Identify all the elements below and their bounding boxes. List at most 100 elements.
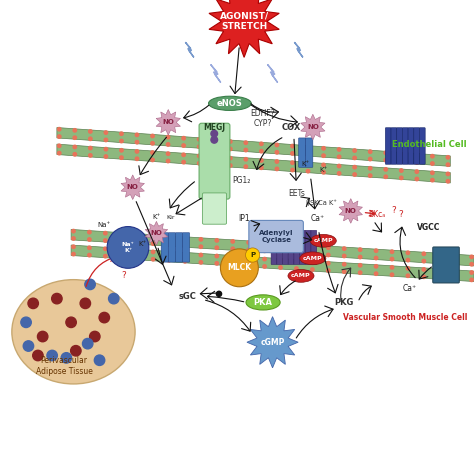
- Circle shape: [231, 240, 235, 243]
- Circle shape: [384, 151, 387, 155]
- Circle shape: [211, 137, 218, 143]
- Circle shape: [406, 274, 410, 277]
- Circle shape: [167, 251, 171, 255]
- Circle shape: [89, 130, 92, 133]
- FancyBboxPatch shape: [311, 230, 317, 264]
- Circle shape: [220, 249, 258, 287]
- Circle shape: [119, 232, 123, 236]
- FancyBboxPatch shape: [397, 128, 402, 164]
- Circle shape: [454, 262, 457, 265]
- Circle shape: [88, 230, 91, 234]
- Circle shape: [104, 147, 108, 151]
- FancyBboxPatch shape: [299, 138, 306, 167]
- Circle shape: [279, 266, 282, 269]
- Circle shape: [231, 263, 235, 266]
- Circle shape: [72, 237, 75, 240]
- Circle shape: [183, 252, 187, 255]
- Circle shape: [23, 341, 34, 351]
- Circle shape: [400, 160, 403, 163]
- Polygon shape: [57, 144, 450, 183]
- Circle shape: [438, 276, 441, 280]
- Circle shape: [247, 256, 250, 260]
- Circle shape: [446, 180, 450, 183]
- Polygon shape: [71, 229, 474, 266]
- Circle shape: [82, 338, 93, 349]
- Circle shape: [337, 164, 341, 168]
- Text: I/SKCa K⁺: I/SKCa K⁺: [306, 200, 337, 206]
- Circle shape: [104, 231, 107, 235]
- Text: Na⁺
K⁺: Na⁺ K⁺: [122, 242, 134, 253]
- Circle shape: [88, 246, 91, 249]
- Text: K⁺: K⁺: [138, 241, 146, 247]
- Polygon shape: [339, 199, 363, 223]
- Circle shape: [310, 261, 314, 264]
- FancyBboxPatch shape: [306, 138, 313, 167]
- Polygon shape: [71, 245, 474, 282]
- FancyBboxPatch shape: [271, 230, 277, 264]
- Circle shape: [135, 133, 139, 137]
- Circle shape: [228, 164, 232, 167]
- FancyBboxPatch shape: [277, 230, 283, 264]
- Circle shape: [358, 271, 362, 274]
- Text: Endothelial Cell: Endothelial Cell: [392, 140, 467, 149]
- Circle shape: [295, 251, 298, 255]
- Circle shape: [431, 162, 434, 165]
- Circle shape: [167, 236, 171, 239]
- Circle shape: [247, 248, 250, 252]
- Circle shape: [438, 260, 441, 264]
- Circle shape: [374, 256, 378, 260]
- Circle shape: [337, 172, 341, 175]
- Circle shape: [80, 298, 91, 309]
- Circle shape: [52, 293, 62, 304]
- Circle shape: [310, 268, 314, 271]
- Text: MEGJ: MEGJ: [203, 123, 225, 131]
- Circle shape: [90, 331, 100, 342]
- Circle shape: [390, 273, 394, 276]
- Circle shape: [358, 248, 362, 251]
- Circle shape: [263, 249, 266, 253]
- Polygon shape: [209, 0, 279, 57]
- Circle shape: [73, 136, 76, 139]
- Text: COX: COX: [282, 124, 301, 132]
- Circle shape: [57, 152, 61, 155]
- Circle shape: [213, 163, 217, 166]
- Circle shape: [85, 279, 95, 290]
- Circle shape: [199, 237, 202, 241]
- Circle shape: [390, 265, 394, 269]
- Circle shape: [151, 257, 155, 261]
- Text: NO: NO: [345, 208, 357, 214]
- Circle shape: [215, 255, 219, 258]
- Circle shape: [306, 153, 310, 156]
- Circle shape: [151, 235, 155, 238]
- Circle shape: [353, 165, 356, 169]
- Polygon shape: [185, 42, 194, 57]
- FancyBboxPatch shape: [199, 123, 230, 199]
- Circle shape: [384, 158, 387, 162]
- Circle shape: [263, 265, 266, 268]
- Circle shape: [71, 346, 81, 356]
- FancyBboxPatch shape: [305, 230, 311, 264]
- Text: PG1₂: PG1₂: [233, 176, 251, 184]
- Circle shape: [343, 247, 346, 250]
- FancyBboxPatch shape: [168, 233, 175, 262]
- Circle shape: [151, 151, 154, 154]
- Polygon shape: [247, 317, 298, 368]
- Circle shape: [275, 167, 279, 171]
- Circle shape: [72, 229, 75, 233]
- Circle shape: [37, 331, 48, 342]
- Circle shape: [228, 140, 232, 143]
- Text: AGONIST/
STRETCH: AGONIST/ STRETCH: [219, 12, 269, 31]
- Text: PKG: PKG: [334, 298, 353, 307]
- Circle shape: [279, 250, 282, 254]
- Circle shape: [183, 244, 187, 247]
- Text: Kir: Kir: [166, 215, 175, 219]
- Circle shape: [247, 264, 250, 267]
- FancyBboxPatch shape: [283, 230, 288, 264]
- Circle shape: [120, 156, 123, 159]
- Circle shape: [182, 153, 185, 156]
- Circle shape: [470, 271, 474, 274]
- Text: Ca⁺: Ca⁺: [403, 284, 417, 292]
- Circle shape: [400, 176, 403, 180]
- Circle shape: [88, 238, 91, 241]
- Circle shape: [306, 169, 310, 173]
